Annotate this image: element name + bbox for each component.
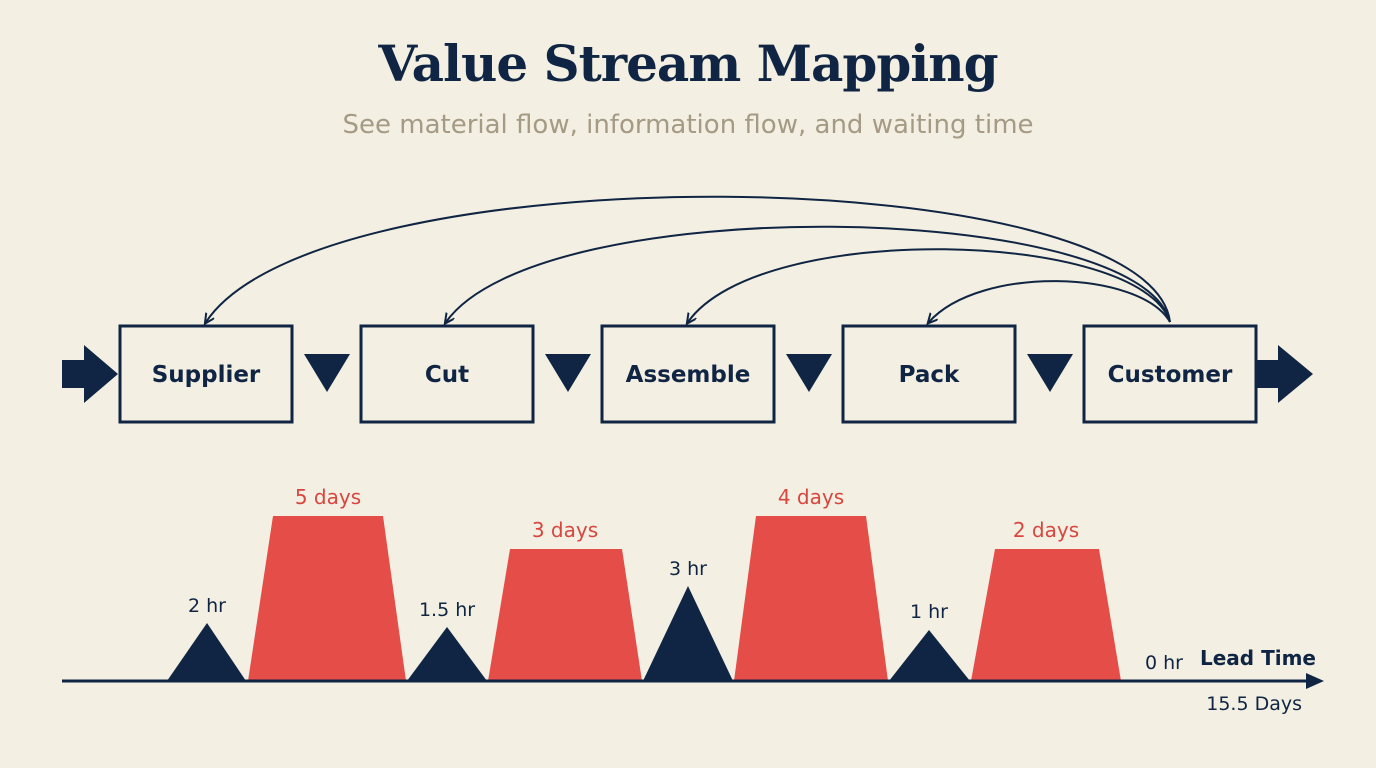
stage-customer: Customer bbox=[1082, 324, 1258, 424]
wait-bar bbox=[248, 516, 406, 681]
process-triangle bbox=[407, 627, 487, 681]
process-time-label: 1 hr bbox=[910, 601, 948, 623]
lead-time-label: Lead Time bbox=[1200, 646, 1316, 670]
process-triangle bbox=[643, 586, 733, 681]
process-triangle bbox=[889, 630, 970, 681]
exit-arrow-icon bbox=[1256, 345, 1313, 403]
inventory-triangle-icon bbox=[1027, 354, 1073, 392]
wait-label: 5 days bbox=[295, 485, 361, 509]
stage-label: Customer bbox=[1108, 362, 1233, 388]
page-subtitle: See material flow, information flow, and… bbox=[342, 110, 1034, 140]
info-arrow-to-assemble bbox=[688, 248, 1171, 322]
stage-supplier: Supplier bbox=[118, 324, 294, 424]
process-time-label: 0 hr bbox=[1145, 652, 1183, 674]
wait-bar bbox=[971, 549, 1121, 681]
inventory-triangle-icon bbox=[786, 354, 832, 392]
info-arrow-to-pack bbox=[929, 280, 1171, 322]
stage-label: Assemble bbox=[626, 362, 751, 388]
process-time-marks bbox=[167, 586, 970, 681]
page-title: Value Stream Mapping bbox=[378, 34, 998, 93]
wait-label: 3 days bbox=[532, 518, 598, 542]
info-arrow-to-cut bbox=[446, 225, 1171, 322]
stage-label: Pack bbox=[899, 362, 960, 388]
lead-time-value: 15.5 Days bbox=[1206, 693, 1302, 715]
wait-bar bbox=[734, 516, 888, 681]
process-time-label: 3 hr bbox=[669, 558, 707, 580]
inventory-triangle-icon bbox=[304, 354, 350, 392]
stage-pack: Pack bbox=[841, 324, 1017, 424]
stage-label: Supplier bbox=[152, 362, 261, 388]
information-flow-arrows bbox=[206, 195, 1171, 322]
stage-cut: Cut bbox=[359, 324, 535, 424]
inventory-triangle-icon bbox=[545, 354, 591, 392]
info-arrow-to-supplier bbox=[206, 195, 1171, 322]
wait-bar bbox=[488, 549, 642, 681]
process-time-label: 1.5 hr bbox=[419, 599, 475, 621]
process-triangle bbox=[167, 623, 246, 681]
entry-arrow-icon bbox=[62, 345, 118, 403]
wait-label: 4 days bbox=[778, 485, 844, 509]
waiting-time-bars bbox=[248, 516, 1121, 681]
timeline-arrow-icon bbox=[1306, 673, 1324, 689]
stage-label: Cut bbox=[425, 362, 469, 388]
process-time-label: 2 hr bbox=[188, 595, 226, 617]
stage-assemble: Assemble bbox=[600, 324, 776, 424]
wait-label: 2 days bbox=[1013, 518, 1079, 542]
